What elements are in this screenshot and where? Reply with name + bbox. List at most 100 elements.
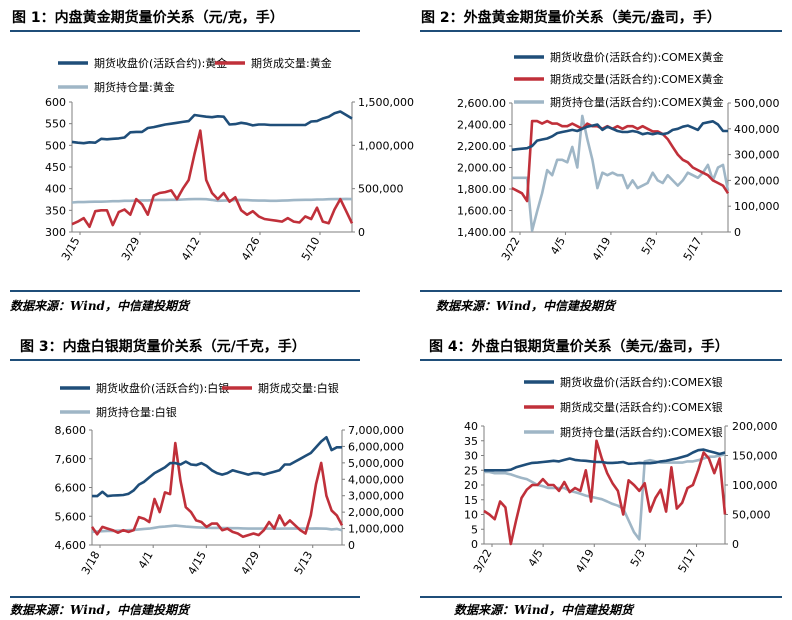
right-tick-label: 100,000 (734, 200, 780, 213)
series-line-2 (71, 129, 354, 229)
x-tick-label: 5/13 (292, 549, 316, 577)
left-tick-label: 4,600 (55, 539, 87, 552)
x-tick-label: 4/19 (573, 547, 597, 575)
left-tick-label: 550 (45, 118, 66, 131)
left-tick-label: 30 (464, 450, 478, 463)
left-tick-label: 450 (45, 161, 66, 174)
x-tick-label: 4/26 (239, 235, 263, 263)
figure-3-top-rule (10, 359, 360, 361)
series-line-3 (71, 197, 353, 204)
series-line-1 (92, 435, 342, 498)
figure-3-bottom-rule (10, 596, 360, 598)
figure-1-source: 数据来源：Wind，中信建投期货 (10, 299, 189, 313)
figure-2-title: 图 2：外盘黄金期货量价关系（美元/盎司，手） (421, 10, 721, 26)
right-tick-label: 500,000 (734, 97, 780, 110)
left-tick-label: 5 (471, 523, 478, 536)
series-line-2 (511, 119, 730, 203)
figure-4-source: 数据来源：Wind，中信建投期货 (454, 603, 633, 617)
left-tick-label: 2,400.00 (457, 119, 506, 132)
figure-2-chart: 期货收盘价(活跃合约):COMEX黄金期货成交量(活跃合约):COMEX黄金期货… (457, 50, 780, 263)
legend-label-2: 期货成交量:黄金 (251, 56, 332, 70)
left-tick-label: 350 (45, 204, 66, 217)
x-tick-label: 4/1 (136, 549, 156, 571)
left-tick-label: 400 (45, 183, 66, 196)
series-line-3 (484, 453, 726, 541)
figure-4-chart: 期货收盘价(活跃合约):COMEX银期货成交量(活跃合约):COMEX银期货持仓… (464, 375, 778, 575)
right-tick-label: 400,000 (734, 123, 780, 136)
right-tick-label: 200,000 (734, 174, 780, 187)
figure-1-top-rule (10, 30, 360, 32)
series-line-2 (90, 441, 344, 539)
legend-label-2: 期货成交量:白银 (258, 381, 339, 395)
series-line-1 (511, 120, 728, 152)
x-tick-label: 3/18 (79, 549, 103, 577)
x-tick-label: 4/19 (590, 235, 614, 263)
legend-label-3: 期货持仓量:黄金 (94, 80, 175, 94)
left-tick-label: 8,600 (55, 424, 87, 437)
x-tick-label: 5/17 (676, 547, 700, 575)
x-tick-label: 3/15 (59, 235, 83, 263)
x-tick-label: 5/3 (639, 235, 659, 257)
left-tick-label: 20 (464, 479, 478, 492)
right-tick-label: 150,000 (732, 450, 778, 463)
left-tick-label: 500 (45, 139, 66, 152)
right-tick-label: 500,000 (358, 183, 404, 196)
left-tick-label: 1,400.00 (457, 226, 506, 239)
right-tick-label: 300,000 (734, 149, 780, 162)
x-tick-label: 3/29 (119, 235, 143, 263)
left-tick-label: 10 (464, 509, 478, 522)
series-line-1 (71, 110, 353, 145)
figure-2-top-rule (420, 30, 782, 32)
series-line-2 (483, 439, 727, 546)
legend-label-3: 期货持仓量(活跃合约):COMEX黄金 (550, 95, 724, 109)
legend-label-1: 期货收盘价(活跃合约):COMEX银 (560, 375, 723, 389)
x-tick-label: 5/10 (299, 235, 323, 263)
left-tick-label: 40 (464, 420, 478, 433)
x-tick-label: 4/15 (185, 549, 209, 577)
figure-4-top-rule (420, 359, 782, 361)
x-tick-label: 3/22 (499, 235, 523, 263)
right-tick-label: 1,000,000 (358, 139, 414, 152)
left-tick-label: 2,600.00 (457, 97, 506, 110)
left-tick-label: 7,600 (55, 453, 87, 466)
figure-4-title: 图 4：外盘白银期货量价关系（美元/盎司，手） (429, 339, 729, 355)
left-tick-label: 2,200.00 (457, 140, 506, 153)
series-line-3 (512, 114, 730, 232)
left-tick-label: 600 (45, 96, 66, 109)
legend-label-2: 期货成交量(活跃合约):COMEX黄金 (550, 72, 724, 86)
legend-label-3: 期货持仓量:白银 (96, 405, 177, 419)
x-tick-label: 5/17 (681, 235, 705, 263)
right-tick-label: 2,000,000 (348, 506, 404, 519)
figure-1-bottom-rule (10, 290, 360, 292)
right-tick-label: 200,000 (732, 420, 778, 433)
left-tick-label: 300 (45, 226, 66, 239)
legend-label-1: 期货收盘价(活跃合约):白银 (96, 381, 229, 395)
figure-3-source: 数据来源：Wind，中信建投期货 (10, 603, 189, 617)
legend-label-1: 期货收盘价(活跃合约):COMEX黄金 (550, 50, 724, 64)
legend-label-1: 期货收盘价(活跃合约):黄金 (94, 56, 227, 70)
right-tick-label: 1,000,000 (348, 523, 404, 536)
left-tick-label: 0 (471, 538, 478, 551)
right-tick-label: 3,000,000 (348, 490, 404, 503)
left-tick-label: 1,600.00 (457, 205, 506, 218)
left-tick-label: 6,600 (55, 482, 87, 495)
right-tick-label: 5,000,000 (348, 457, 404, 470)
figure-3-title: 图 3：内盘白银期货量价关系（元/千克，手） (20, 339, 306, 355)
figure-2-source: 数据来源：Wind，中信建投期货 (436, 299, 615, 313)
right-tick-label: 6,000,000 (348, 440, 404, 453)
left-tick-label: 2,000.00 (457, 162, 506, 175)
figure-4-bottom-rule (420, 596, 782, 598)
right-tick-label: 50,000 (732, 509, 771, 522)
x-tick-label: 3/22 (471, 547, 495, 575)
right-tick-label: 0 (734, 226, 741, 239)
x-tick-label: 5/3 (628, 547, 648, 569)
figure-2-bottom-rule (420, 290, 782, 292)
x-tick-label: 4/5 (548, 235, 568, 257)
right-tick-label: 4,000,000 (348, 473, 404, 486)
left-tick-label: 15 (464, 494, 478, 507)
left-tick-label: 5,600 (55, 510, 87, 523)
right-tick-label: 1,500,000 (358, 96, 414, 109)
right-tick-label: 100,000 (732, 479, 778, 492)
